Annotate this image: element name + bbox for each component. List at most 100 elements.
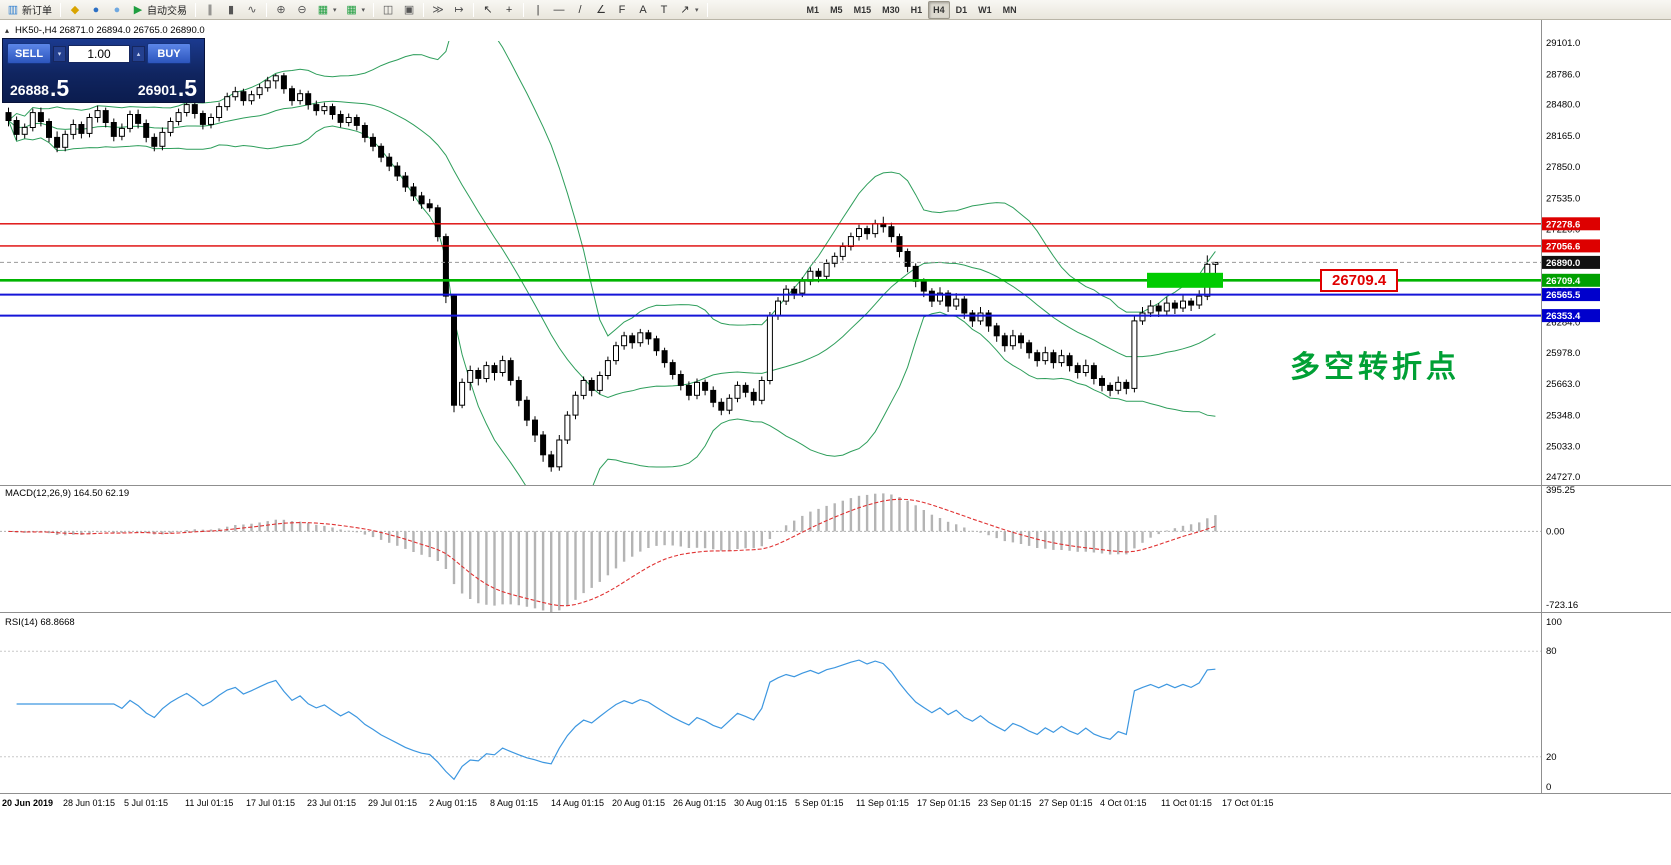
one-click-toggle-icon[interactable]: ▴ (5, 26, 10, 35)
time-axis-label: 17 Sep 01:15 (917, 798, 971, 808)
price-axis-label: 28165.0 (1546, 131, 1580, 142)
auto-scroll-button[interactable]: ≫ (428, 1, 448, 19)
line-chart-button[interactable]: ∿ (242, 1, 262, 19)
price-axis-label: 29101.0 (1546, 38, 1580, 49)
time-axis-label: 11 Sep 01:15 (856, 798, 909, 808)
cascade-windows-icon: ▣ (403, 3, 415, 16)
bollinger-upper-band (8, 41, 1216, 337)
profiles-button[interactable]: ▦ ▾ (342, 1, 370, 19)
chart-window[interactable]: 29101.0 28786.0 28480.0 28165.0 27850.0 27535… (0, 20, 1671, 865)
metaeditor-button[interactable]: ◆ (65, 1, 85, 19)
volume-decrease-button[interactable]: ▾ (53, 45, 66, 62)
chart-shift-button[interactable]: ↦ (449, 1, 469, 19)
chart-shift-icon: ↦ (454, 3, 464, 16)
toolbar-separator (523, 2, 525, 17)
timeframe-m1-button[interactable]: M1 (802, 1, 825, 19)
tile-windows-button[interactable]: ◫ (378, 1, 398, 19)
time-axis-label: 4 Oct 01:15 (1100, 798, 1147, 808)
zoom-out-button[interactable]: ⊖ (292, 1, 312, 19)
price-annotation-box[interactable]: 26709.4 (1320, 269, 1399, 292)
equidistant-channel-icon: ∠ (596, 3, 606, 16)
new-order-button[interactable]: ▥ 新订单 (3, 1, 56, 19)
sell-button[interactable]: SELL (7, 43, 51, 64)
time-axis-label: 23 Sep 01:15 (978, 798, 1032, 808)
time-axis-label: 11 Jul 01:15 (185, 798, 233, 808)
arrows-caret-icon: ▾ (695, 6, 699, 14)
timeframe-m5-button[interactable]: M5 (825, 1, 848, 19)
sell-price-frac: .5 (49, 75, 70, 101)
rsi-layer (0, 650, 1541, 781)
candlestick-chart-button[interactable]: ▮ (221, 1, 241, 19)
horizontal-line-button[interactable]: — (549, 1, 569, 19)
timeframe-m30-button[interactable]: M30 (877, 1, 905, 19)
toolbar-separator (373, 2, 375, 17)
volume-increase-button[interactable]: ▴ (132, 45, 145, 62)
trade-prices-row: 26888.5 26901.5 (7, 75, 200, 101)
price-tag-label: 26565.5 (1546, 290, 1581, 301)
timeframe-m30-label: M30 (882, 4, 900, 15)
chart-info-line: ▴ HK50-,H4 26871.0 26894.0 26765.0 26890… (5, 25, 205, 36)
price-axis-label: 27535.0 (1546, 193, 1580, 204)
text-label-icon: T (660, 3, 668, 16)
time-axis-label: 20 Aug 01:15 (612, 798, 665, 808)
price-tag-26709.4 (1542, 273, 1600, 287)
trendline-button[interactable]: / (570, 1, 590, 19)
navigator-button[interactable]: ● (107, 1, 127, 19)
price-tag-26890.0 (1542, 255, 1600, 269)
time-axis-label: 5 Jul 01:15 (124, 798, 168, 808)
main-toolbar: ▥ 新订单 ◆ ● ● ▶ 自动交易 ∥ ▮ ∿ ⊕ ⊖ ▦ ▾ ▦ ▾ ◫ ▣ ≫ ↦ ↖ + | — / ∠ F A T ↗ ▾ M1 M5… (0, 0, 1671, 20)
price-axis[interactable]: 29101.0 28786.0 28480.0 28165.0 27850.0 27535… (1542, 38, 1600, 483)
trendline-icon: / (578, 3, 582, 16)
chart-canvas[interactable]: 29101.0 28786.0 28480.0 28165.0 27850.0 27535… (0, 20, 1671, 865)
timeframe-h4-button[interactable]: H4 (928, 0, 950, 19)
macd-axis-label: 395.25 (1546, 485, 1575, 496)
price-tag-label: 26353.4 (1546, 311, 1581, 322)
bar-chart-button[interactable]: ∥ (200, 1, 220, 19)
equidistant-channel-button[interactable]: ∠ (591, 1, 611, 19)
autotrading-button[interactable]: ▶ 自动交易 (128, 1, 191, 19)
macd-signal-line (8, 498, 1216, 607)
buy-button[interactable]: BUY (147, 43, 191, 64)
cursor-button[interactable]: ↖ (478, 1, 498, 19)
cursor-icon: ↖ (483, 3, 493, 16)
market-watch-button[interactable]: ● (86, 1, 106, 19)
timeframe-w1-button[interactable]: W1 (973, 1, 997, 19)
time-axis[interactable]: 20 Jun 2019 28 Jun 01:15 5 Jul 01:15 11 Jul… (2, 798, 1274, 808)
text-button[interactable]: A (633, 1, 653, 19)
price-tag-27056.6 (1542, 239, 1600, 253)
timeframe-h1-button[interactable]: H1 (906, 1, 928, 19)
price-chart-layer[interactable] (0, 20, 1541, 528)
vertical-line-button[interactable]: | (528, 1, 548, 19)
zoom-in-button[interactable]: ⊕ (271, 1, 291, 19)
crosshair-icon: + (505, 3, 513, 16)
rsi-axis-label: 0 (1546, 782, 1551, 793)
text-label-button[interactable]: T (654, 1, 674, 19)
volume-input[interactable] (68, 44, 130, 63)
timeframe-mn-button[interactable]: MN (998, 1, 1022, 19)
timeframe-m15-button[interactable]: M15 (849, 1, 877, 19)
time-axis-label: 28 Jun 01:15 (63, 798, 115, 808)
trend-annotation-text[interactable]: 多空转折点 (1290, 351, 1460, 384)
tile-windows-icon: ◫ (382, 3, 394, 16)
fibonacci-retracement-button[interactable]: F (612, 1, 632, 19)
price-tag-26353.4 (1542, 309, 1600, 323)
horizontal-line-icon: — (553, 3, 565, 16)
timeframe-d1-button[interactable]: D1 (951, 1, 973, 19)
highlight-zone[interactable] (1147, 272, 1223, 288)
price-axis-label: 24727.0 (1546, 472, 1580, 483)
time-axis-label: 26 Aug 01:15 (673, 798, 726, 808)
toolbar-separator (473, 2, 475, 17)
new-chart-button[interactable]: ▦ ▾ (313, 1, 341, 19)
market-watch-icon: ● (92, 3, 100, 16)
arrows-button[interactable]: ↗ ▾ (675, 1, 703, 19)
rsi-line (16, 659, 1216, 781)
rsi-axis-label: 100 (1546, 617, 1562, 628)
cascade-windows-button[interactable]: ▣ (399, 1, 419, 19)
macd-layer (0, 493, 1541, 612)
buy-price[interactable]: 26901.5 (138, 77, 197, 100)
crosshair-button[interactable]: + (499, 1, 519, 19)
time-axis-label: 23 Jul 01:15 (307, 798, 356, 808)
timeframe-m1-label: M1 (806, 4, 820, 15)
sell-price[interactable]: 26888.5 (10, 75, 70, 101)
price-axis-label: 28786.0 (1546, 69, 1580, 80)
